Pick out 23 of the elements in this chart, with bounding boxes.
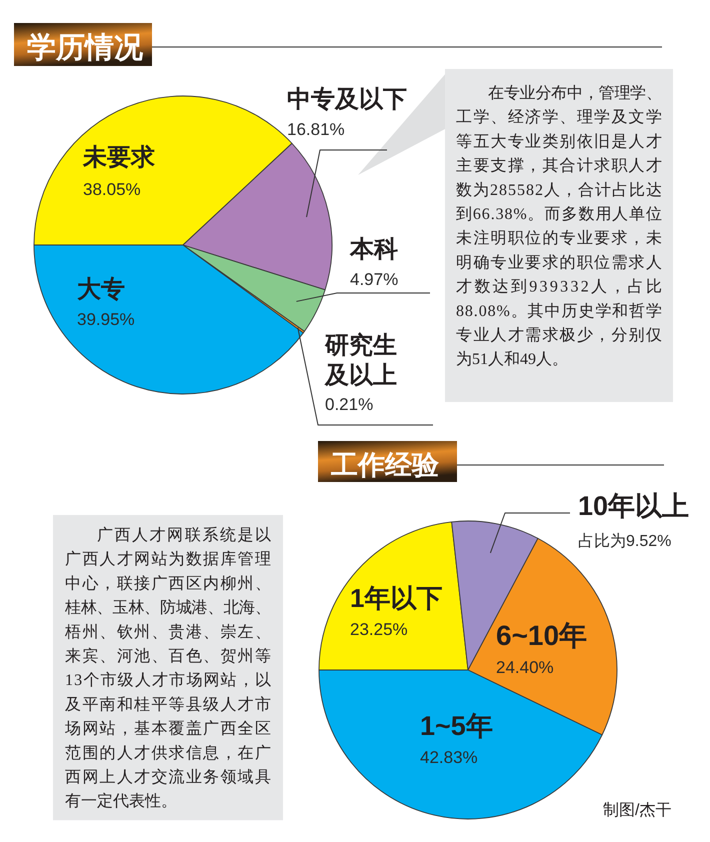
data-label: 0.21% bbox=[325, 395, 374, 414]
data-label: 4.97% bbox=[350, 270, 398, 289]
data-label: 23.25% bbox=[350, 620, 408, 639]
slice-label: 未要求 bbox=[82, 144, 156, 171]
chart-title: 工作经验 bbox=[330, 450, 440, 480]
slice-label: 本科 bbox=[349, 236, 398, 263]
slice-label: 1年以下 bbox=[350, 583, 442, 613]
text: 在专业分布中，管理学、工学、经济学、理学及文学等五大专业类别依旧是人才主要支撑，其合计求职人才数为285582人，合计占比达到66.38%。而多数用人单位未注明职位的专业要求，未明确专业要求的职位需求人才数达到939332人，占比88.08%。其中历史学和哲学专业人才需求极少，分别仅为51人和49人。 bbox=[456, 85, 662, 368]
data-label: 38.05% bbox=[83, 180, 141, 199]
data-label: 42.83% bbox=[420, 748, 478, 767]
slice-label: 1~5年 bbox=[420, 711, 493, 741]
slice-label: 中专及以下 bbox=[287, 86, 407, 113]
slice-label: 10年以上 bbox=[578, 491, 690, 521]
data-label: 占比为9.52% bbox=[578, 532, 672, 550]
text: 广西人才网联系统是以广西人才网站为数据库管理中心，联接广西区内柳州、桂林、玉林、防城港、北海、梧州、钦州、贵港、崇左、来宾、河池、百色、贺州等13个市级人才市场网站，以及平南和桂平等县级人才市场网站，基本覆盖广西全区范围的人才供求信息，在广西网上人才交流业务领域具有一定代表性。 bbox=[65, 527, 271, 810]
slice-label: 大专 bbox=[77, 276, 125, 303]
chart-title: 学历情况 bbox=[27, 32, 144, 64]
slice-label: 6~10年 bbox=[496, 620, 588, 651]
slice-label: 研究生及以上 bbox=[324, 332, 397, 389]
text: 制图/杰干 bbox=[603, 801, 672, 819]
data-label: 39.95% bbox=[77, 310, 135, 329]
data-label: 24.40% bbox=[496, 658, 554, 677]
data-label: 16.81% bbox=[287, 120, 345, 139]
